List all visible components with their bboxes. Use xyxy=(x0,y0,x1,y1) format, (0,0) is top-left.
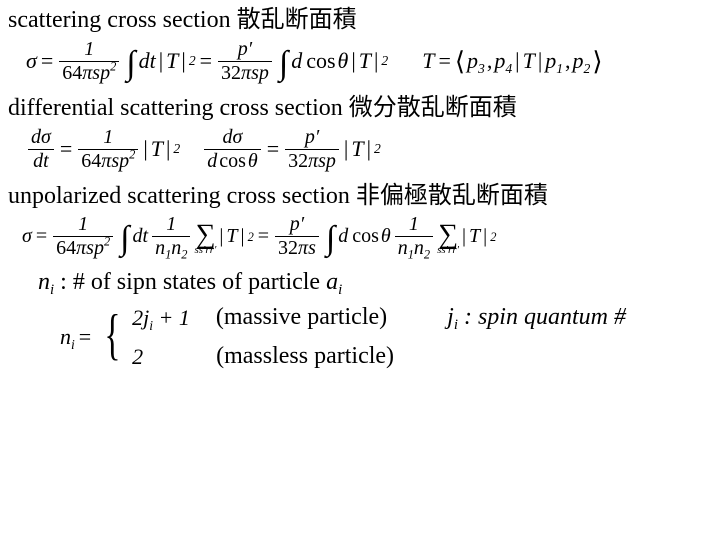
sum-icon: ∑ss′rr′ xyxy=(437,224,459,255)
abs-close: | xyxy=(180,48,186,74)
case-massive: 2ji + 1 (massive particle) ji : spin qua… xyxy=(132,304,626,331)
frac-pprime-32pisp: p′ 32πsp xyxy=(216,39,274,84)
integral-icon: ∫ xyxy=(276,50,289,77)
cases-ni: ni = { 2ji + 1 (massive particle) ji : s… xyxy=(8,304,712,370)
cases-body: 2ji + 1 (massive particle) ji : spin qua… xyxy=(132,304,626,370)
eq-unpolarized: σ = 1 64πsp2 ∫ dt 1 n1n2 ∑ss′rr′ |T|2 = … xyxy=(22,214,496,259)
case-massless: 2 (massless particle) xyxy=(132,343,626,370)
eq-sigma: σ = 1 64πsp2 ∫ dt |T|2 = p′ 32πsp ∫ d co… xyxy=(26,39,388,84)
eq-dsigma-dt: dσ dt = 1 64πsp2 |T|2 xyxy=(26,127,180,172)
sum-icon: ∑ss′rr′ xyxy=(194,224,216,255)
eqrow-unpolarized: σ = 1 64πsp2 ∫ dt 1 n1n2 ∑ss′rr′ |T|2 = … xyxy=(8,214,712,259)
equals: = xyxy=(198,48,214,74)
brace-icon: { xyxy=(105,312,121,360)
heading-scattering: scattering cross section 散乱断面積 xyxy=(8,6,712,35)
page-root: scattering cross section 散乱断面積 σ = 1 64π… xyxy=(0,0,720,378)
heading-differential: differential scattering cross section 微分… xyxy=(8,94,712,123)
ket-icon: ⟩ xyxy=(592,54,602,70)
note-ji: ji : spin quantum # xyxy=(447,304,626,331)
bra-icon: ⟨ xyxy=(455,54,465,70)
integral-icon: ∫ xyxy=(117,225,130,252)
frac-1-64pisp2: 1 64πsp2 xyxy=(57,39,121,84)
integral-icon: ∫ xyxy=(123,50,136,77)
eq-dsigma-dcos: dσ dcosθ = p′ 32πsp |T|2 xyxy=(202,127,381,172)
sigma: σ xyxy=(26,48,37,74)
eq-T-matrix: T = ⟨ p3, p4 | T | p1, p2 ⟩ xyxy=(422,48,602,74)
eqrow-scattering: σ = 1 64πsp2 ∫ dt |T|2 = p′ 32πsp ∫ d co… xyxy=(8,39,712,84)
integral-icon: ∫ xyxy=(323,225,336,252)
note-ni: ni : # of sipn states of particle ai xyxy=(8,269,712,296)
equals: = xyxy=(39,48,55,74)
eqrow-differential: dσ dt = 1 64πsp2 |T|2 dσ dcosθ = p′ 3 xyxy=(8,127,712,172)
heading-unpolarized: unpolarized scattering cross section 非偏極… xyxy=(8,182,712,211)
abs-open: | xyxy=(158,48,164,74)
cases-lhs: ni = xyxy=(60,324,93,350)
